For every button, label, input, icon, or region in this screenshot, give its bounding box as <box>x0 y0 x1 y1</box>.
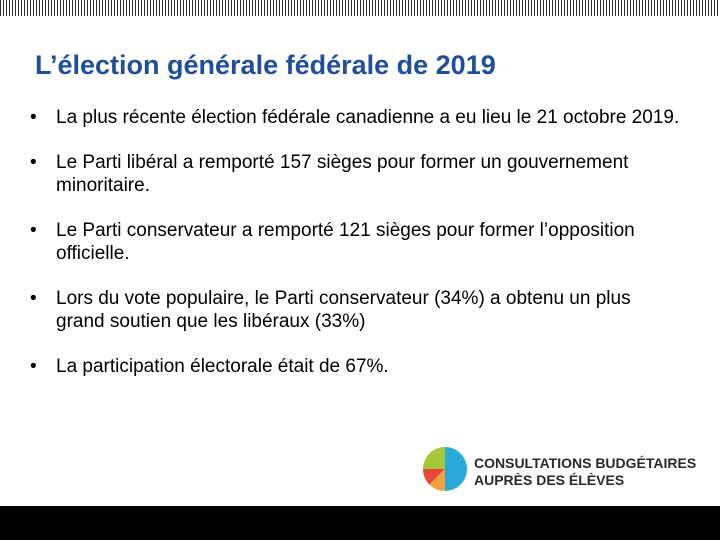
bullet-list: • La plus récente élection fédérale cana… <box>30 106 680 400</box>
logo-slice-orange <box>429 469 445 492</box>
bullet-text: Le Parti libéral a remporté 157 sièges p… <box>56 152 629 196</box>
bullet-dot-icon: • <box>30 107 37 128</box>
logo-slice-red <box>422 469 445 485</box>
bullet-text: La plus récente élection fédérale canadi… <box>56 107 680 128</box>
bullet-item: • Lors du vote populaire, le Parti conse… <box>30 287 680 333</box>
bullet-dot-icon: • <box>30 152 37 173</box>
logo-slice-blue <box>445 447 467 469</box>
logo-slice-blue-lower <box>445 469 467 491</box>
organization-logo: CONSULTATIONS BUDGÉTAIRES AUPRÈS DES ÉLÈ… <box>422 446 696 494</box>
slide-title: L’élection générale fédérale de 2019 <box>35 50 496 80</box>
logo-slice-green <box>423 447 445 469</box>
pie-chart-logo-icon <box>422 447 467 492</box>
bottom-bar <box>0 506 720 540</box>
bullet-item: • Le Parti libéral a remporté 157 sièges… <box>30 151 680 197</box>
top-decorative-stripe <box>0 0 720 16</box>
bullet-dot-icon: • <box>30 220 37 241</box>
logo-line-1: CONSULTATIONS BUDGÉTAIRES <box>474 455 697 471</box>
logo-line-2: AUPRÈS DES ÉLÈVES <box>474 472 625 488</box>
bullet-text: Lors du vote populaire, le Parti conserv… <box>56 288 631 332</box>
bullet-dot-icon: • <box>30 288 37 309</box>
bullet-text: Le Parti conservateur a remporté 121 siè… <box>56 220 635 264</box>
bullet-item: • La plus récente élection fédérale cana… <box>30 106 680 129</box>
logo-text: CONSULTATIONS BUDGÉTAIRES AUPRÈS DES ÉLÈ… <box>474 455 696 489</box>
bullet-dot-icon: • <box>30 356 37 377</box>
bullet-item: • Le Parti conservateur a remporté 121 s… <box>30 219 680 265</box>
bullet-item: • La participation électorale était de 6… <box>30 355 680 378</box>
bullet-text: La participation électorale était de 67%… <box>56 356 389 377</box>
